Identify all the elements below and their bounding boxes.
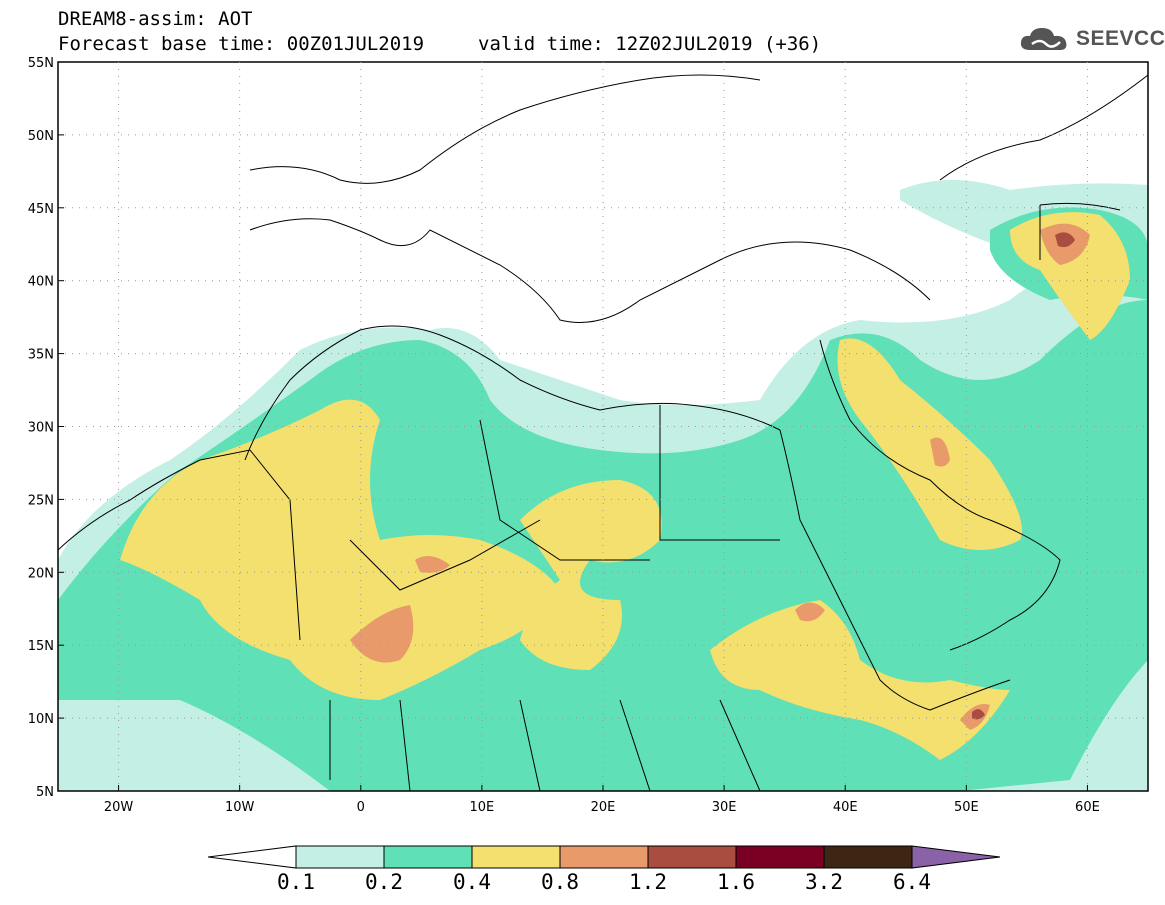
colorbar-label: 1.2 (629, 870, 667, 894)
aot-band-1-2-somalia (972, 709, 985, 720)
colorbar-label: 1.6 (717, 870, 755, 894)
gridlines (58, 62, 1148, 791)
colorbar-under-triangle (208, 845, 297, 869)
aot-band-1-2-caspian (1055, 232, 1075, 248)
lon-tick-label: 10W (225, 800, 255, 815)
forecast-base-time: Forecast base time: 00Z01JUL2019 (58, 33, 425, 55)
aot-band-0-8-sudan (795, 602, 825, 622)
colorbar-segment (735, 845, 825, 869)
aot-band-0-8-gulf (930, 437, 950, 467)
colorbar-label: 0.4 (453, 870, 491, 894)
lat-tick-label: 45N (28, 202, 54, 217)
aot-band-0-4-africa (710, 600, 1010, 760)
colorbar-label: 3.2 (805, 870, 843, 894)
lat-tick-label: 30N (28, 421, 54, 436)
lon-tick-label: 30E (712, 800, 737, 815)
lat-tick-label: 20N (28, 566, 54, 581)
lon-tick-label: 20W (104, 800, 134, 815)
colorbar (208, 845, 1000, 869)
aot-band-0-4-west (120, 399, 560, 700)
aot-band-0-8-west (350, 605, 414, 663)
lon-tick-label: 40E (833, 800, 858, 815)
lat-tick-label: 5N (36, 785, 54, 800)
colorbar-segment (383, 845, 473, 869)
colorbar-over-triangle (911, 845, 1000, 869)
coastlines (58, 74, 1148, 791)
seevccc-logo: SEEVCCC (1018, 24, 1165, 54)
valid-time: valid time: 12Z02JUL2019 (+36) (478, 33, 822, 55)
colorbar-segment (823, 845, 913, 869)
aot-band-0-4-arabia (837, 338, 1022, 550)
lat-tick-label: 25N (28, 493, 54, 508)
lat-tick-label: 15N (28, 639, 54, 654)
colorbar-segment (471, 845, 561, 869)
lon-tick-label: 0 (357, 800, 365, 815)
aot-band-0-8-sahel (415, 556, 450, 573)
aot-band-0-4-central (520, 480, 662, 670)
lon-tick-label: 10E (470, 800, 495, 815)
colorbar-label: 0.8 (541, 870, 579, 894)
cloud-icon (1020, 28, 1067, 50)
colorbar-label: 0.1 (277, 870, 315, 894)
colorbar-segment (559, 845, 649, 869)
logo-text: SEEVCCC (1076, 27, 1165, 50)
colorbar-segment (647, 845, 737, 869)
lon-tick-label: 60E (1075, 800, 1100, 815)
colorbar-segment (295, 845, 385, 869)
colorbar-label: 6.4 (893, 870, 931, 894)
axis-ticks: 55N 50N 45N 40N 35N 30N 25N 20N 15N 10N 5N 20W 10W 0 1… (28, 56, 1100, 815)
lon-tick-label: 20E (591, 800, 616, 815)
lat-tick-label: 10N (28, 712, 54, 727)
lat-tick-label: 50N (28, 129, 54, 144)
lat-tick-label: 55N (28, 56, 54, 71)
colorbar-label: 0.2 (365, 870, 403, 894)
lat-tick-label: 35N (28, 348, 54, 363)
map-title: DREAM8-assim: AOT (58, 8, 253, 30)
lat-tick-label: 40N (28, 275, 54, 290)
lon-tick-label: 50E (954, 800, 979, 815)
